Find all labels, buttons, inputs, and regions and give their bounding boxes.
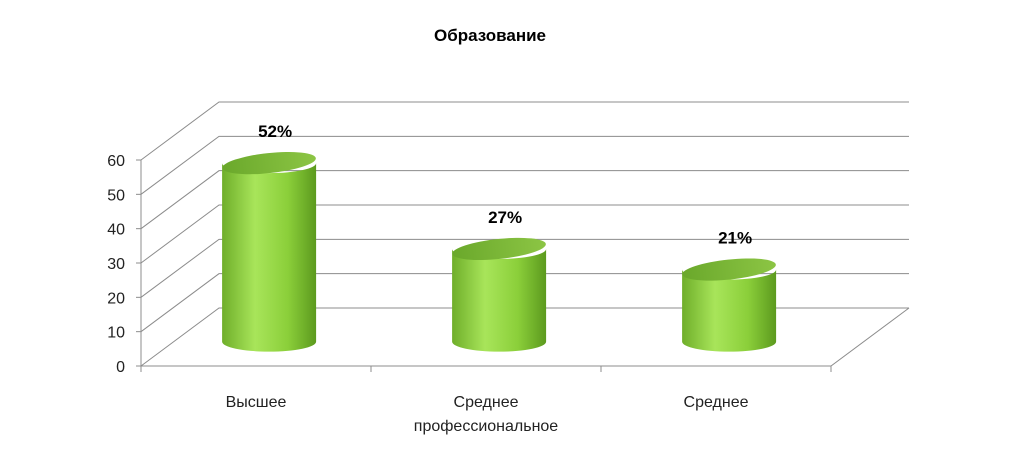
y-tick-label: 20 [107,290,125,307]
y-tick-label: 0 [116,359,125,376]
gridline [140,135,909,195]
x-category-label: Среднее [684,394,749,411]
bar-top-1 [222,152,316,175]
x-axis-labels: Высшее Среднее профессиональное Среднее [226,394,749,435]
y-axis-ticks: 0 10 20 30 40 50 60 [107,153,125,376]
gridline [140,204,909,264]
bar-top-2 [452,237,546,261]
x-category-label: профессиональное [414,418,559,435]
bar-top-3 [682,258,776,281]
bar-2 [452,248,547,352]
gridline [140,238,909,298]
gridline [140,307,909,367]
data-label: 27% [488,208,522,227]
y-tick-label: 30 [107,256,125,273]
y-tick-label: 60 [107,153,125,170]
chart-title: Образование [434,26,546,45]
bar-1 [222,163,317,352]
gridline [140,273,909,333]
y-tick-label: 10 [107,325,125,342]
y-tick-label: 50 [107,187,125,204]
data-label: 21% [718,229,752,248]
bar-3 [682,269,777,352]
data-label: 52% [258,122,292,141]
gridline [140,101,909,161]
y-tick-label: 40 [107,222,125,239]
x-category-label: Среднее [454,394,519,411]
gridlines [140,101,909,367]
axes [136,159,910,372]
gridline [140,170,909,230]
x-category-label: Высшее [226,394,287,411]
data-labels: 52% 27% 21% [258,122,752,247]
bars [222,152,777,352]
